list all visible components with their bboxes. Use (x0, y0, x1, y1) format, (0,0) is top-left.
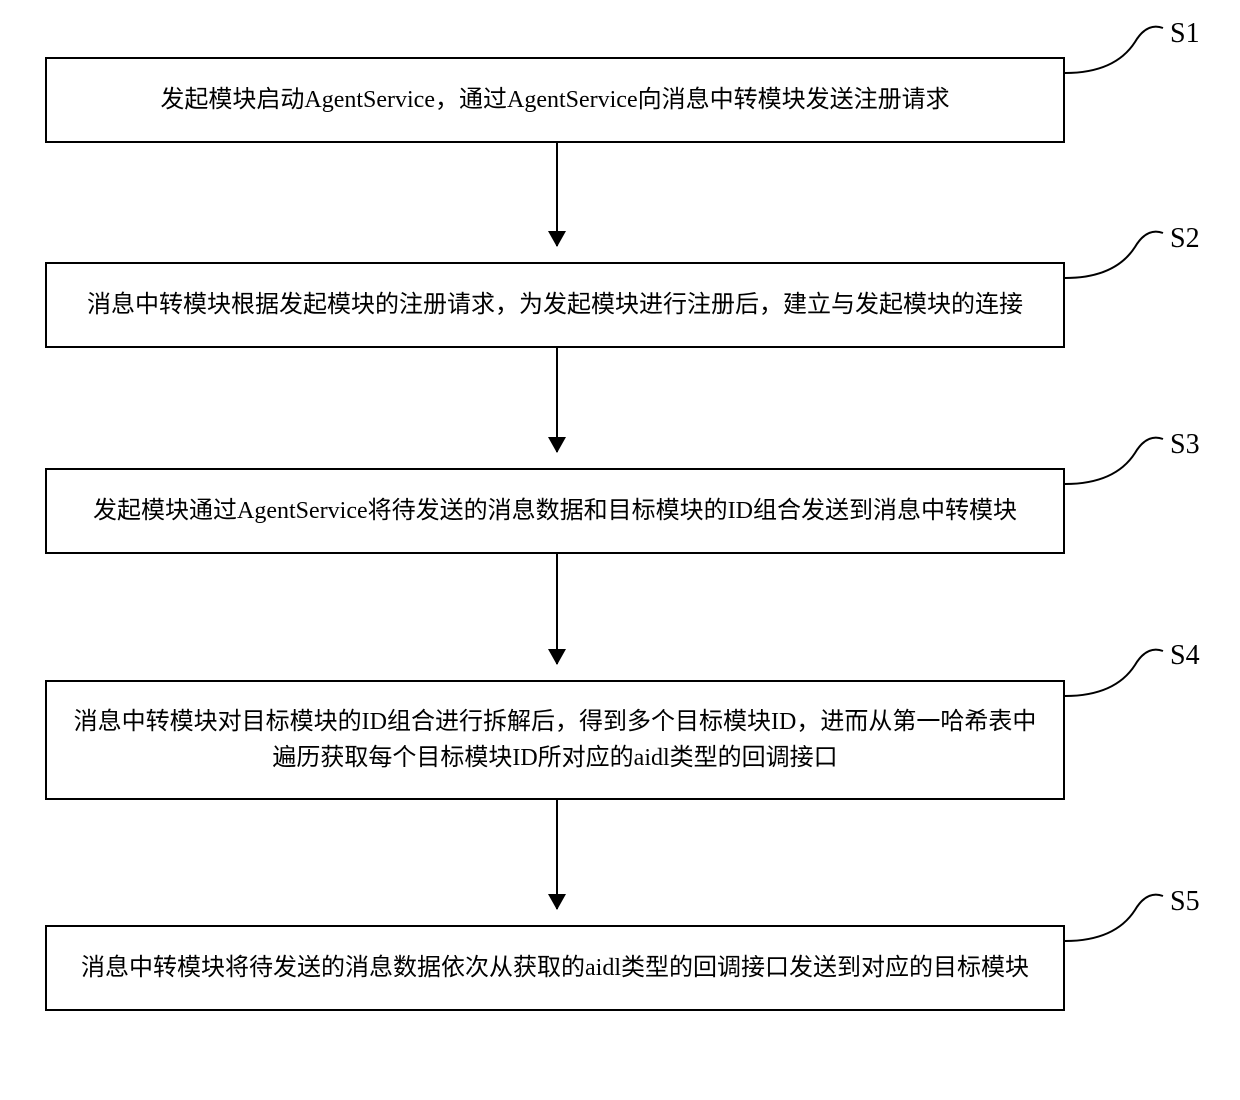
step-text: 发起模块启动AgentService，通过AgentService向消息中转模块… (160, 82, 949, 118)
connector-curve (1065, 645, 1175, 705)
step-box-s4: 消息中转模块对目标模块的ID组合进行拆解后，得到多个目标模块ID，进而从第一哈希… (45, 680, 1065, 800)
connector-curve (1065, 890, 1175, 950)
connector-curve (1065, 22, 1175, 82)
connector-curve (1065, 433, 1175, 493)
step-box-s1: 发起模块启动AgentService，通过AgentService向消息中转模块… (45, 57, 1065, 143)
step-box-s2: 消息中转模块根据发起模块的注册请求，为发起模块进行注册后，建立与发起模块的连接 (45, 262, 1065, 348)
step-text: 消息中转模块根据发起模块的注册请求，为发起模块进行注册后，建立与发起模块的连接 (87, 287, 1023, 323)
step-text: 消息中转模块将待发送的消息数据依次从获取的aidl类型的回调接口发送到对应的目标… (81, 950, 1029, 986)
flow-arrow (556, 143, 558, 246)
flow-arrow (556, 554, 558, 664)
flow-arrow (556, 800, 558, 909)
connector-curve (1065, 227, 1175, 287)
flow-arrow (556, 348, 558, 452)
step-box-s3: 发起模块通过AgentService将待发送的消息数据和目标模块的ID组合发送到… (45, 468, 1065, 554)
step-box-s5: 消息中转模块将待发送的消息数据依次从获取的aidl类型的回调接口发送到对应的目标… (45, 925, 1065, 1011)
step-text: 消息中转模块对目标模块的ID组合进行拆解后，得到多个目标模块ID，进而从第一哈希… (67, 704, 1043, 776)
step-text: 发起模块通过AgentService将待发送的消息数据和目标模块的ID组合发送到… (93, 493, 1017, 529)
